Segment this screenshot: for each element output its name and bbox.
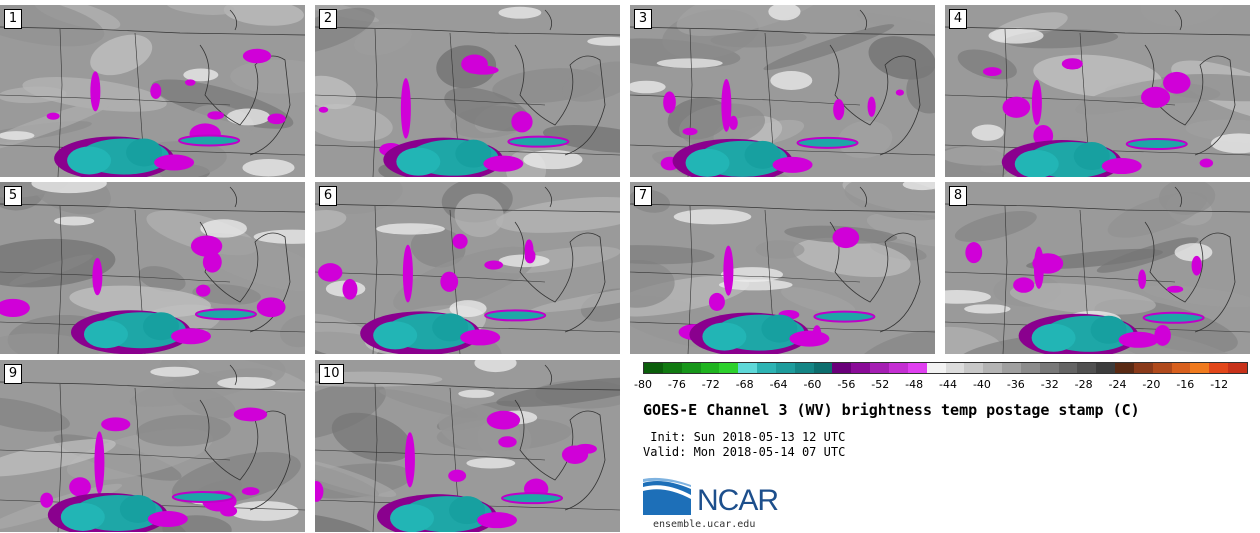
- panel-label: 10: [319, 364, 344, 384]
- colorbar-tick-label: -44: [939, 378, 958, 391]
- colorbar-segment: [832, 363, 852, 373]
- colorbar-segment: [1077, 363, 1097, 373]
- panel-label: 6: [319, 186, 337, 206]
- colorbar-segment: [1209, 363, 1229, 373]
- satellite-map: [945, 182, 1250, 354]
- colorbar-segment: [662, 363, 682, 373]
- colorbar-segment: [794, 363, 814, 373]
- satellite-map: [315, 5, 620, 177]
- valid-time: Valid: Mon 2018-05-14 07 UTC: [643, 445, 846, 459]
- colorbar-tick-label: -52: [871, 378, 890, 391]
- colorbar-segment: [1002, 363, 1021, 373]
- panel-label: 7: [634, 186, 652, 206]
- colorbar-segment: [1039, 363, 1059, 373]
- colorbar-segment: [907, 363, 927, 373]
- colorbar-tick-label: -16: [1176, 378, 1195, 391]
- colorbar-tick-label: -24: [1108, 378, 1127, 391]
- panel-label: 1: [4, 9, 22, 29]
- logo-url: ensemble.ucar.edu: [653, 519, 756, 530]
- colorbar-segment: [1115, 363, 1134, 373]
- colorbar-tick-label: -32: [1040, 378, 1059, 391]
- colorbar-tick-label: -60: [803, 378, 822, 391]
- colorbar-segment: [1058, 363, 1078, 373]
- colorbar-segment: [1152, 363, 1172, 373]
- colorbar-segment: [1096, 363, 1116, 373]
- stamp-panel-9: 9: [0, 360, 305, 532]
- colorbar-segment: [945, 363, 965, 373]
- colorbar-segment: [1020, 363, 1040, 373]
- colorbar-segment: [888, 363, 908, 373]
- colorbar: [643, 362, 1248, 374]
- colorbar-tick-label: -68: [735, 378, 754, 391]
- ncar-logo-text: NCAR: [697, 484, 779, 517]
- colorbar-tick-label: -76: [667, 378, 686, 391]
- colorbar-tick-label: -12: [1210, 378, 1229, 391]
- panel-label: 9: [4, 364, 22, 384]
- colorbar-segment: [964, 363, 984, 373]
- stamp-panel-6: 6: [315, 182, 620, 354]
- colorbar-tick-label: -28: [1074, 378, 1093, 391]
- panel-label: 4: [949, 9, 967, 29]
- colorbar-tick-label: -48: [905, 378, 924, 391]
- colorbar-tick-label: -36: [1006, 378, 1025, 391]
- stamp-panel-2: 2: [315, 5, 620, 177]
- satellite-map: [630, 182, 935, 354]
- satellite-map: [945, 5, 1250, 177]
- stamp-panel-10: 10: [315, 360, 620, 532]
- colorbar-segment: [681, 363, 701, 373]
- figure-title: GOES-E Channel 3 (WV) brightness temp po…: [643, 401, 1140, 419]
- colorbar-tick-label: -64: [769, 378, 788, 391]
- colorbar-tick-labels: -80 -76 -72 -68 -64 -60 -56 -52 -48 -44 -40 -36 -32 -…: [634, 378, 1248, 394]
- satellite-map: [315, 182, 620, 354]
- colorbar-segment: [1133, 363, 1153, 373]
- satellite-map: [315, 360, 620, 532]
- stamp-panel-8: 8: [945, 182, 1250, 354]
- stamp-panel-7: 7: [630, 182, 935, 354]
- satellite-map: [0, 5, 305, 177]
- stamp-panel-5: 5: [0, 182, 305, 354]
- panel-label: 5: [4, 186, 22, 206]
- colorbar-tick-label: -40: [972, 378, 991, 391]
- colorbar-segment: [719, 363, 739, 373]
- stamp-panel-3: 3: [630, 5, 935, 177]
- satellite-map: [630, 5, 935, 177]
- satellite-map: [0, 182, 305, 354]
- colorbar-segment: [644, 363, 663, 373]
- colorbar-segment: [813, 363, 833, 373]
- colorbar-tick-label: -80: [634, 378, 652, 391]
- colorbar-segment: [983, 363, 1003, 373]
- colorbar-segment: [1190, 363, 1210, 373]
- colorbar-segment: [757, 363, 776, 373]
- panel-label: 3: [634, 9, 652, 29]
- colorbar-segment: [1171, 363, 1191, 373]
- colorbar-segment: [851, 363, 871, 373]
- panel-label: 2: [319, 9, 337, 29]
- colorbar-segment: [926, 363, 946, 373]
- init-time: Init: Sun 2018-05-13 12 UTC: [643, 430, 846, 444]
- stamp-panel-1: 1: [0, 5, 305, 177]
- colorbar-segment: [1228, 363, 1247, 373]
- panel-label: 8: [949, 186, 967, 206]
- colorbar-segment: [700, 363, 720, 373]
- stamp-panel-4: 4: [945, 5, 1250, 177]
- colorbar-segment: [870, 363, 889, 373]
- ncar-logo: [643, 477, 691, 515]
- colorbar-tick-label: -56: [837, 378, 856, 391]
- colorbar-tick-label: -72: [701, 378, 720, 391]
- colorbar-segment: [775, 363, 795, 373]
- colorbar-segment: [738, 363, 758, 373]
- satellite-map: [0, 360, 305, 532]
- colorbar-tick-label: -20: [1142, 378, 1161, 391]
